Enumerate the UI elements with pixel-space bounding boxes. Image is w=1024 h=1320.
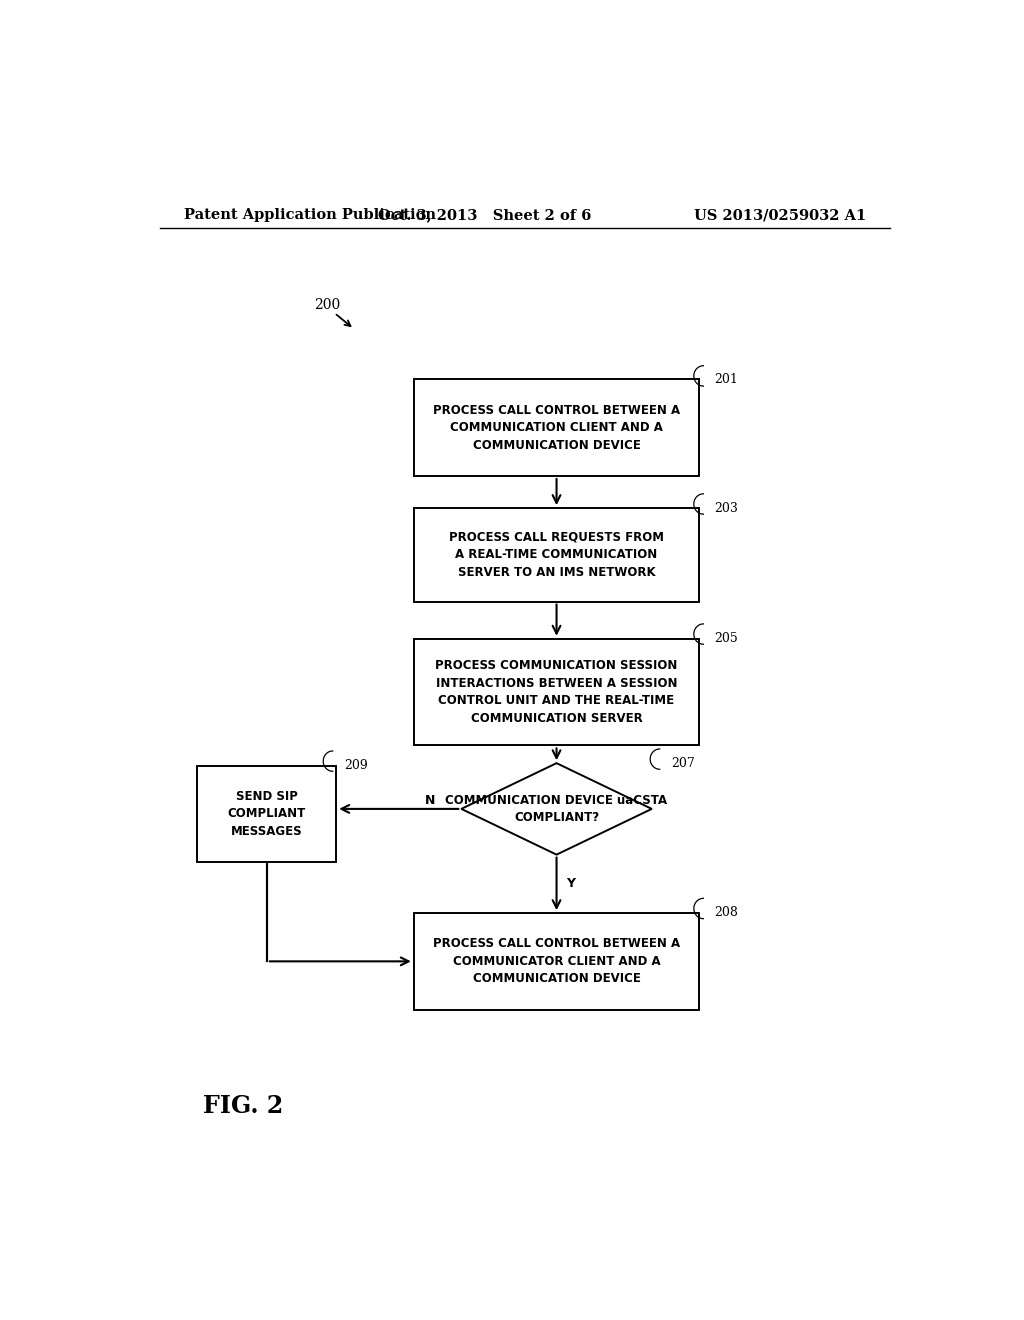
Text: SEND SIP
COMPLIANT
MESSAGES: SEND SIP COMPLIANT MESSAGES — [227, 789, 306, 838]
Text: 200: 200 — [314, 298, 341, 312]
Text: 201: 201 — [715, 374, 738, 387]
Bar — [414, 913, 699, 1010]
Text: PROCESS CALL CONTROL BETWEEN A
COMMUNICATION CLIENT AND A
COMMUNICATION DEVICE: PROCESS CALL CONTROL BETWEEN A COMMUNICA… — [433, 404, 680, 451]
Bar — [414, 508, 699, 602]
Text: 209: 209 — [344, 759, 368, 772]
Text: 203: 203 — [715, 502, 738, 515]
Polygon shape — [462, 763, 652, 854]
Text: PROCESS CALL CONTROL BETWEEN A
COMMUNICATOR CLIENT AND A
COMMUNICATION DEVICE: PROCESS CALL CONTROL BETWEEN A COMMUNICA… — [433, 937, 680, 985]
Bar — [414, 639, 699, 746]
Text: 208: 208 — [715, 906, 738, 919]
Text: FIG. 2: FIG. 2 — [204, 1094, 284, 1118]
Text: COMMUNICATION DEVICE uaCSTA
COMPLIANT?: COMMUNICATION DEVICE uaCSTA COMPLIANT? — [445, 793, 668, 824]
Text: PROCESS CALL REQUESTS FROM
A REAL-TIME COMMUNICATION
SERVER TO AN IMS NETWORK: PROCESS CALL REQUESTS FROM A REAL-TIME C… — [450, 531, 664, 578]
Text: 205: 205 — [715, 632, 738, 644]
Text: 207: 207 — [671, 756, 694, 770]
Text: Y: Y — [566, 878, 575, 891]
Text: N: N — [424, 795, 435, 808]
Text: US 2013/0259032 A1: US 2013/0259032 A1 — [694, 209, 866, 222]
Bar — [414, 379, 699, 477]
Text: Patent Application Publication: Patent Application Publication — [183, 209, 435, 222]
Bar — [198, 766, 336, 862]
Text: PROCESS COMMUNICATION SESSION
INTERACTIONS BETWEEN A SESSION
CONTROL UNIT AND TH: PROCESS COMMUNICATION SESSION INTERACTIO… — [435, 659, 678, 725]
Text: Oct. 3, 2013   Sheet 2 of 6: Oct. 3, 2013 Sheet 2 of 6 — [379, 209, 592, 222]
